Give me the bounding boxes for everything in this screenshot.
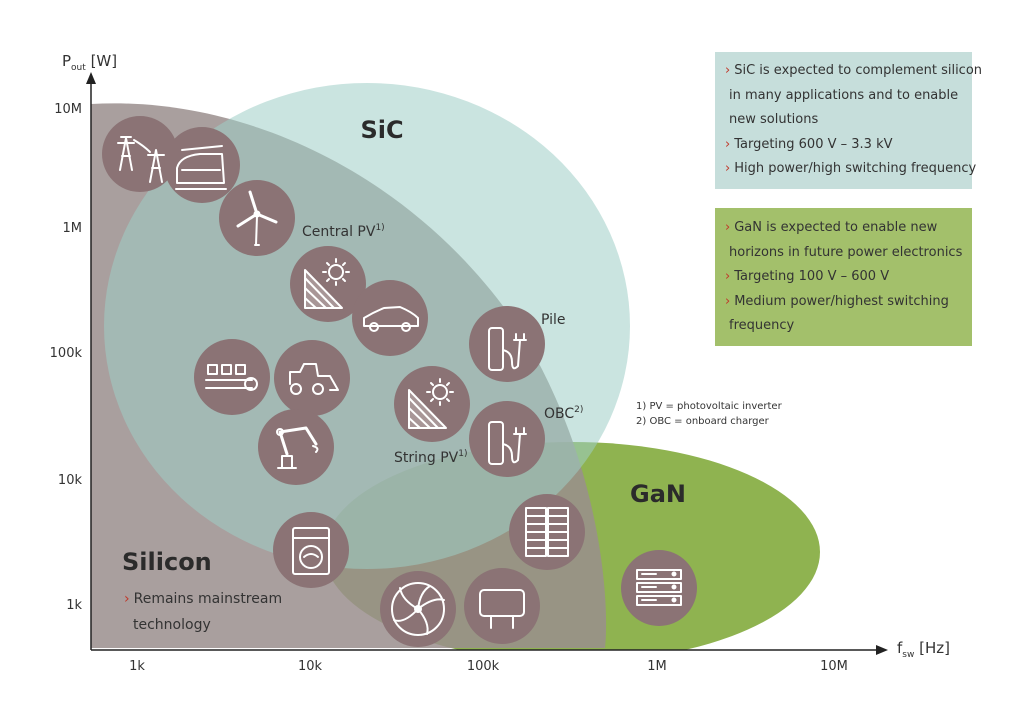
onboard-charger-icon — [469, 401, 545, 477]
solar-panel-string-icon — [394, 366, 470, 442]
sic-info-line: new solutions — [729, 112, 819, 127]
gan-info-line: horizons in future power electronics — [729, 244, 963, 260]
obc-label: OBC2) — [544, 405, 583, 422]
footnote-pv: 1) PV = photovoltaic inverter — [636, 401, 782, 412]
gan-info-line: frequency — [729, 318, 795, 333]
y-tick: 1k — [66, 598, 82, 613]
string-pv-label: String PV1) — [394, 449, 468, 466]
sic-info-line: › Targeting 600 V – 3.3 kV — [725, 136, 893, 152]
y-tick: 1M — [63, 221, 83, 236]
wind-turbine-icon — [219, 180, 295, 256]
loader-icon — [274, 340, 350, 416]
gan-info-line: › Medium power/highest switching — [725, 293, 949, 309]
power-grid-icon — [102, 116, 178, 192]
sic-info-box: › SiC is expected to complement silicon i… — [715, 52, 983, 189]
y-tick: 10M — [54, 102, 82, 117]
footnote-obc: 2) OBC = onboard charger — [636, 416, 769, 427]
charging-pile-icon — [469, 306, 545, 382]
sic-info-line: › High power/high switching frequency — [725, 161, 977, 176]
robot-arm-icon — [258, 409, 334, 485]
x-tick: 10M — [820, 659, 848, 674]
gan-label: GaN — [630, 480, 686, 508]
central-pv-label: Central PV1) — [302, 223, 385, 240]
train-icon — [164, 127, 240, 203]
gan-info-line: › GaN is expected to enable new — [725, 220, 938, 235]
x-tick: 10k — [298, 659, 323, 674]
y-tick: 100k — [50, 346, 83, 361]
sic-info-line: › SiC is expected to complement silicon — [725, 63, 983, 78]
server-rack-icon — [621, 550, 697, 626]
x-tick: 1M — [647, 659, 667, 674]
silicon-label: Silicon — [122, 548, 212, 576]
silicon-description: › Remains mainstream technology — [124, 591, 283, 633]
pile-label: Pile — [541, 312, 566, 328]
conveyor-icon — [194, 339, 270, 415]
power-adapter-icon — [464, 568, 540, 644]
axes — [86, 72, 888, 655]
sic-info-line: in many applications and to enable — [729, 87, 959, 103]
x-axis-label: fsw [Hz] — [897, 639, 950, 660]
x-tick: 1k — [129, 659, 145, 674]
solar-panel-icon — [290, 246, 366, 322]
washing-machine-icon — [273, 512, 349, 588]
electric-car-icon — [352, 280, 428, 356]
x-tick: 100k — [467, 659, 500, 674]
y-tick: 10k — [58, 473, 83, 488]
sic-label: SiC — [360, 116, 403, 144]
gan-info-box: › GaN is expected to enable new horizons … — [715, 208, 972, 346]
gan-info-line: › Targeting 100 V – 600 V — [725, 269, 890, 284]
fan-icon — [380, 571, 456, 647]
data-center-icon — [509, 494, 585, 570]
footnotes: 1) PV = photovoltaic inverter 2) OBC = o… — [636, 399, 782, 429]
y-axis-label: Pout [W] — [62, 52, 117, 73]
